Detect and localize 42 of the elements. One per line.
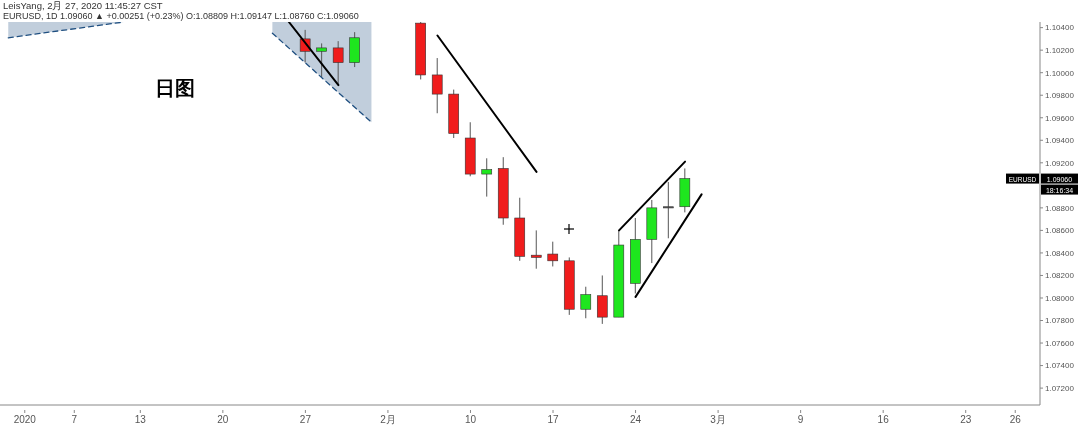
y-tick-label: 1.10400 <box>1045 23 1075 33</box>
y-tick-label: 1.09800 <box>1045 91 1075 101</box>
y-tick-label: 1.07600 <box>1045 338 1075 348</box>
y-tick-label: 1.10200 <box>1045 46 1075 55</box>
chart-title: LeisYang, 2月 27, 2020 11:45:27 CST <box>3 0 163 11</box>
x-tick-label: 2月 <box>380 414 396 425</box>
y-tick-label: 1.08200 <box>1045 271 1075 281</box>
y-tick-label: 1.09400 <box>1045 136 1075 146</box>
candlestick <box>547 241 559 267</box>
x-tick-label: 2020 <box>13 414 37 425</box>
y-tick-label: 1.07800 <box>1045 316 1075 326</box>
candlestick <box>580 286 592 319</box>
x-tick-label: 10 <box>464 414 477 425</box>
x-tick-label: 7 <box>71 414 78 425</box>
y-tick-label: 1.10000 <box>1045 68 1075 78</box>
candlestick <box>663 181 674 239</box>
y-tick-label: 1.07200 <box>1045 383 1075 393</box>
candlestick <box>431 57 443 114</box>
x-tick-label: 23 <box>960 414 972 425</box>
x-tick-label: 20 <box>217 414 229 425</box>
x-tick-label: 24 <box>629 414 642 425</box>
y-tick-label: 1.08000 <box>1045 293 1075 303</box>
y-tick-label: 1.08400 <box>1045 248 1075 258</box>
y-tick-label: 1.08600 <box>1045 226 1075 236</box>
x-tick-label: 27 <box>299 414 312 425</box>
x-tick-label: 16 <box>877 414 890 425</box>
y-tick-label: 1.09200 <box>1045 158 1075 168</box>
x-tick-label: 26 <box>1009 414 1022 425</box>
candlestick <box>316 42 327 78</box>
y-tick-label: 1.08800 <box>1045 203 1075 213</box>
x-tick-label: 3月 <box>710 414 726 425</box>
x-tick-label: 17 <box>547 414 560 425</box>
y-tick-label: 1.07400 <box>1045 361 1075 371</box>
annotation: 日图 <box>155 76 195 101</box>
x-tick-label: 9 <box>797 414 804 425</box>
x-tick-label: 13 <box>134 414 147 425</box>
candlestick <box>530 229 542 270</box>
chart-subtitle: EURUSD, 1D 1.09060 ▲ +0.00251 (+0.23%) O:1.08809 H:1.09147 L:1.08760 C:1.09060 <box>3 11 359 22</box>
candlestick <box>596 274 608 325</box>
candlestick <box>481 157 493 198</box>
candlestick <box>332 40 344 86</box>
y-tick-label: 1.09600 <box>1045 113 1075 123</box>
